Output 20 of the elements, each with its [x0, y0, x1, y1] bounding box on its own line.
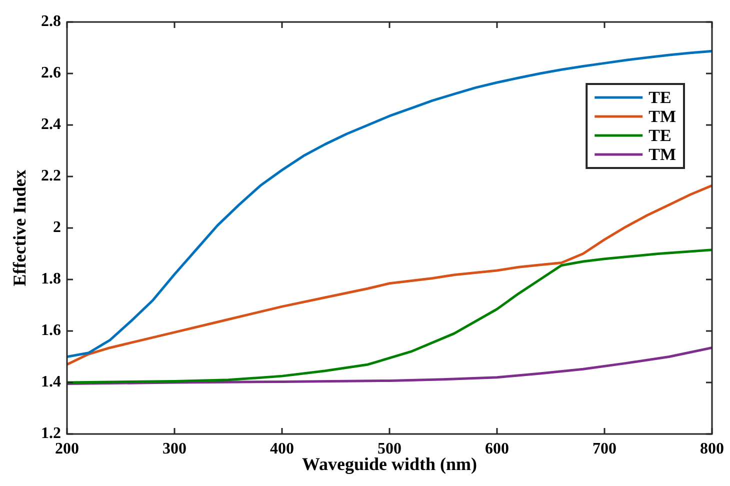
legend-label: TE	[648, 126, 672, 145]
y-tick-label: 1.2	[41, 425, 61, 442]
y-tick-label: 1.6	[41, 322, 61, 340]
y-tick-label: 1.8	[41, 270, 61, 288]
x-tick-label: 200	[55, 440, 79, 458]
y-axis-title: Effective Index	[9, 170, 30, 286]
legend-label: TE	[648, 88, 672, 107]
y-tick-label: 2.2	[41, 168, 61, 185]
y-tick-label: 2	[53, 219, 61, 236]
legend-label: TM	[648, 106, 676, 126]
x-tick-label: 300	[162, 440, 186, 458]
x-tick-label: 800	[700, 440, 724, 458]
x-tick-label: 400	[270, 440, 294, 458]
x-tick-label: 600	[485, 440, 509, 458]
y-tick-label: 2.8	[41, 13, 61, 30]
legend-label: TM	[648, 144, 676, 164]
y-tick-label: 2.6	[41, 64, 61, 82]
y-tick-label: 2.4	[41, 116, 61, 134]
x-tick-label: 700	[592, 440, 616, 458]
y-tick-label: 1.4	[41, 374, 61, 391]
